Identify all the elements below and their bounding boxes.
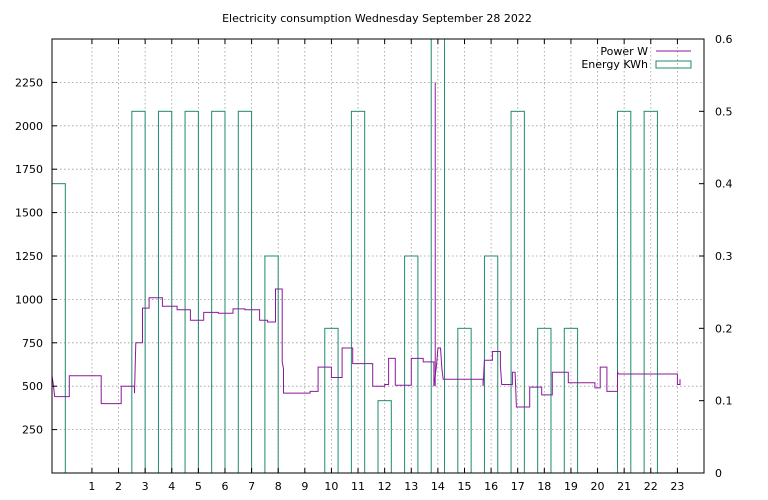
chart-title: Electricity consumption Wednesday Septem… — [222, 12, 532, 25]
x-tick-label: 12 — [378, 480, 392, 493]
x-tick-label: 8 — [275, 480, 282, 493]
x-tick-label: 18 — [537, 480, 551, 493]
energy-bar — [131, 110, 146, 474]
energy-series — [51, 38, 658, 474]
legend: Power W Energy KWh — [581, 45, 692, 71]
y-right-tick-label: 0 — [715, 467, 722, 480]
x-tick-label: 1 — [88, 480, 95, 493]
x-tick-label: 19 — [564, 480, 578, 493]
energy-bar — [237, 110, 253, 474]
x-tick-label: 23 — [670, 480, 684, 493]
x-tick-label: 6 — [221, 480, 228, 493]
x-tick-label: 20 — [591, 480, 605, 493]
x-tick-label: 2 — [115, 480, 122, 493]
y-right-tick-label: 0.6 — [715, 33, 733, 46]
x-tick-label: 5 — [195, 480, 202, 493]
y-left-tick-label: 1500 — [15, 207, 43, 220]
legend-energy-label: Energy KWh — [581, 58, 648, 71]
energy-bar — [184, 110, 199, 474]
x-tick-label: 15 — [457, 480, 471, 493]
y-right-tick-label: 0.3 — [715, 250, 733, 263]
y-right-tick-label: 0.5 — [715, 105, 733, 118]
energy-bar — [157, 110, 173, 474]
y-left-tick-label: 2250 — [15, 76, 43, 89]
legend-power-label: Power W — [600, 45, 648, 58]
y-left-tick-label: 1250 — [15, 250, 43, 263]
x-tick-label: 17 — [511, 480, 525, 493]
y-left-tick-label: 750 — [22, 337, 43, 350]
power-series — [51, 82, 681, 408]
x-tick-label: 14 — [431, 480, 445, 493]
y-left-tick-label: 500 — [22, 380, 43, 393]
y-right-tick-label: 0.2 — [715, 322, 733, 335]
y-right-tick-label: 0.1 — [715, 395, 733, 408]
x-tick-label: 4 — [168, 480, 175, 493]
x-tick-label: 16 — [484, 480, 498, 493]
y-right-tick-label: 0.4 — [715, 178, 733, 191]
x-tick-label: 13 — [404, 480, 418, 493]
x-tick-label: 22 — [644, 480, 658, 493]
legend-energy-swatch — [655, 60, 692, 69]
y-left-tick-label: 250 — [22, 424, 43, 437]
y-left-tick-label: 1000 — [15, 293, 43, 306]
y-left-tick-label: 1750 — [15, 163, 43, 176]
y-left-tick-label: 2000 — [15, 120, 43, 133]
x-tick-label: 9 — [301, 480, 308, 493]
power-line — [51, 288, 681, 408]
x-tick-label: 21 — [617, 480, 631, 493]
x-tick-label: 7 — [248, 480, 255, 493]
x-tick-label: 11 — [351, 480, 365, 493]
axes: 1 2 3 4 5 6 7 8 9 10 11 12 13 14 15 16 17 18 19 20 21 22 23250… — [15, 33, 733, 493]
energy-bar — [211, 110, 226, 474]
x-tick-label: 3 — [142, 480, 149, 493]
x-tick-label: 10 — [324, 480, 338, 493]
